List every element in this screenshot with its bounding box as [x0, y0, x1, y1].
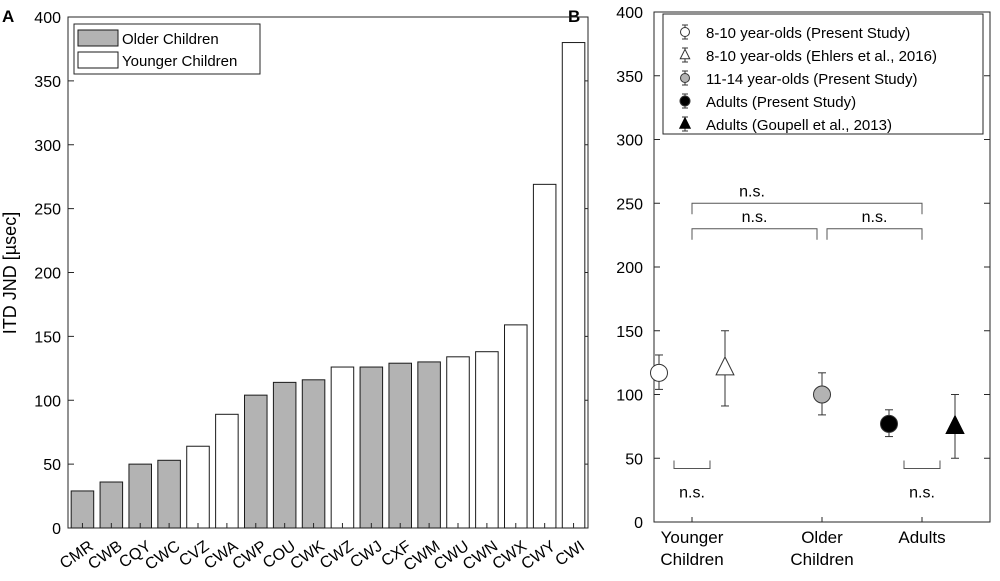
bar-cwx	[504, 324, 528, 529]
panel-a-y-tick-label: 100	[34, 393, 61, 410]
series-0-point	[650, 363, 668, 382]
legend-swatch-older-children	[77, 29, 119, 47]
panel-a-legend: Older Children Younger Children	[73, 23, 261, 75]
bar-cwj	[359, 366, 384, 529]
annotation-0-label: n.s.	[739, 183, 765, 200]
panel-b-y-tick-label: 100	[616, 388, 643, 405]
legend-b-marker-0	[680, 27, 690, 37]
bar-cvz	[186, 445, 210, 529]
annotation-2-bracket	[826, 228, 923, 240]
legend-b-label-1: 8-10 year-olds (Ehlers et al., 2016)	[706, 48, 937, 65]
panel-b-x-label-line2-younger: Children	[660, 550, 723, 569]
panel-a-y-axis-label: ITD JND [µsec]	[0, 212, 20, 334]
panel-a-bar-chart: 050100150200250300350400CMRCWBCQYCWCCVZC…	[34, 10, 589, 575]
bar-cmr	[70, 490, 95, 529]
series-2-point	[813, 385, 831, 404]
panel-a-y-tick-label: 350	[34, 74, 61, 91]
panel-a-y-tick-label: 150	[34, 329, 61, 346]
annotation-2-label: n.s.	[862, 209, 888, 226]
panel-b-legend-box	[662, 13, 984, 135]
legend-label-older-children: Older Children	[122, 31, 219, 48]
panel-a-y-tick-label: 250	[34, 202, 61, 219]
bar-cwk	[301, 379, 326, 529]
bar-cou	[272, 381, 297, 529]
panel-a-y-tick-label: 400	[34, 10, 61, 27]
bar-cwu	[446, 356, 470, 529]
legend-b-marker-3	[679, 95, 691, 107]
legend-b-label-0: 8-10 year-olds (Present Study)	[706, 25, 910, 42]
legend-b-marker-1	[679, 48, 691, 60]
panel-b-y-tick-label: 0	[634, 515, 643, 532]
panel-b-y-tick-label: 200	[616, 260, 643, 277]
bar-cwc	[157, 459, 181, 529]
panel-b-y-tick-label: 400	[616, 5, 643, 22]
bar-cxf	[388, 362, 412, 529]
legend-b-label-3: Adults (Present Study)	[706, 94, 856, 111]
panel-b-x-label-line2-older: Children	[790, 550, 853, 569]
bar-cwz	[330, 366, 355, 529]
panel-b-y-tick-label: 50	[625, 451, 643, 468]
panel-b-y-tick-label: 350	[616, 69, 643, 86]
legend-label-younger-children: Younger Children	[122, 53, 237, 70]
bar-cwn	[475, 351, 499, 529]
annotation-3-label: n.s.	[679, 484, 705, 501]
panel-a-y-tick-label: 0	[52, 521, 61, 538]
bar-cwm	[417, 361, 441, 529]
legend-b-label-4: Adults (Goupell et al., 2013)	[706, 117, 892, 134]
annotation-0-bracket	[691, 202, 923, 215]
annotation-3-bracket	[673, 460, 711, 469]
panel-a-y-tick-label: 200	[34, 266, 61, 283]
panel-a-label: A	[2, 7, 14, 26]
series-4-point	[945, 414, 965, 435]
series-3-point	[880, 414, 898, 433]
bar-cwb	[99, 481, 124, 529]
series-1-point	[715, 355, 735, 376]
panel-a-y-tick-label: 300	[34, 138, 61, 155]
legend-b-marker-4	[678, 116, 692, 129]
panel-b-y-tick-label: 300	[616, 133, 643, 150]
panel-b-scatter-chart: 0 50 100 150 200 250 300 350 400 Younger Children O…	[616, 5, 991, 569]
panel-b-x-label-adults: Adults	[898, 528, 945, 547]
annotation-4-label: n.s.	[909, 484, 935, 501]
bar-cwp	[244, 394, 268, 529]
legend-b-marker-2	[680, 73, 690, 83]
annotation-4-bracket	[903, 460, 941, 469]
bar-cwa	[215, 413, 239, 529]
bar-cwi	[561, 42, 586, 529]
panel-b-y-tick-label: 250	[616, 196, 643, 213]
panel-b-legend: 8-10 year-olds (Present Study) 8-10 year-…	[662, 13, 984, 135]
x-tick-label-cwi: CWI	[553, 538, 588, 570]
annotation-1-label: n.s.	[742, 209, 768, 226]
annotation-1-bracket	[691, 228, 818, 240]
panel-b-y-tick-label: 150	[616, 324, 643, 341]
panel-b-x-label-older: Older	[801, 528, 843, 547]
panel-b-x-label-younger: Younger	[661, 528, 724, 547]
panel-a-y-tick-label: 50	[43, 457, 61, 474]
legend-b-label-2: 11-14 year-olds (Present Study)	[706, 71, 918, 88]
bar-cqy	[128, 463, 152, 529]
bar-cwy	[532, 183, 557, 529]
legend-swatch-younger-children	[77, 51, 119, 69]
